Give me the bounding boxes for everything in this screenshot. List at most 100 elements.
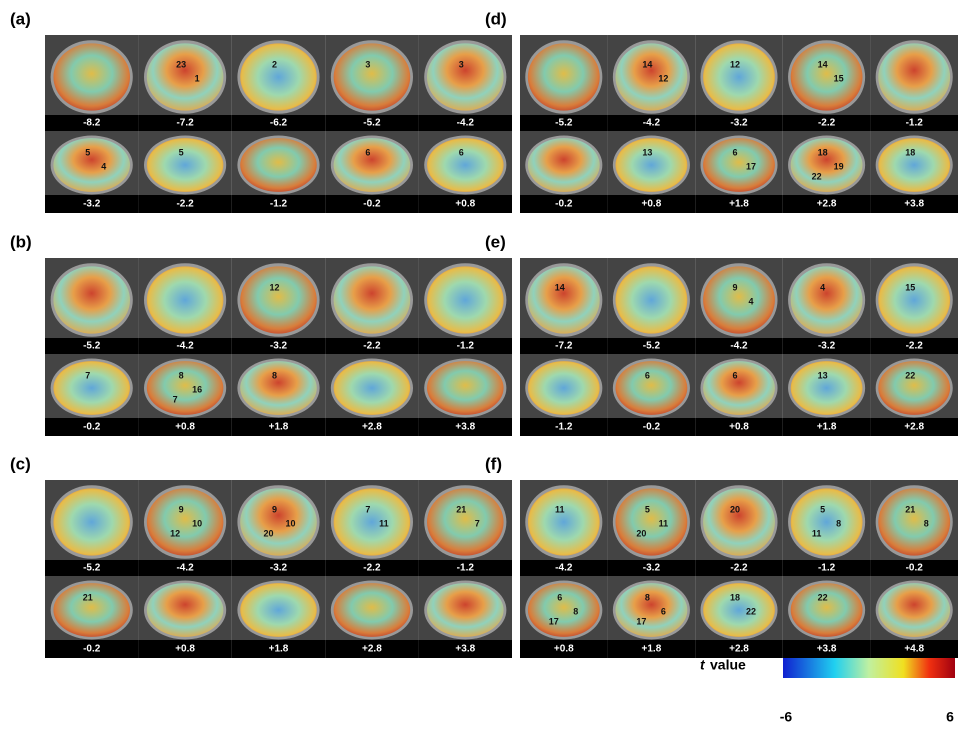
- colorbar-max: 6: [946, 709, 954, 725]
- region-number: 19: [834, 161, 844, 171]
- region-number: 17: [636, 616, 646, 626]
- slice-label: -3.2: [270, 341, 288, 352]
- activation-map: [427, 43, 504, 111]
- slice-label: +3.8: [455, 422, 475, 433]
- slice-label-bg: [782, 640, 871, 658]
- activation-map: [427, 266, 504, 334]
- activation-map: [878, 266, 951, 334]
- activation-map: [790, 266, 863, 334]
- slice-label: +0.8: [554, 644, 574, 655]
- slice-label: -6.2: [270, 118, 288, 129]
- slice-label-bg: [231, 640, 326, 658]
- slice-label: -3.2: [270, 563, 288, 574]
- slice-label-bg: [695, 195, 783, 213]
- slice-label-bg: [870, 195, 958, 213]
- slice-label-bg: [325, 560, 419, 576]
- slice-label: -4.2: [643, 118, 661, 129]
- region-number: 7: [365, 504, 370, 514]
- slice-label-bg: [870, 640, 958, 658]
- panel-label: (d): [485, 9, 507, 28]
- activation-map: [333, 583, 411, 637]
- region-number: 8: [272, 370, 277, 380]
- slice-label-bg: [520, 338, 608, 354]
- region-number: 11: [555, 504, 565, 514]
- panel-label: (a): [10, 9, 31, 28]
- activation-map: [240, 138, 317, 192]
- slice-label: -3.2: [730, 118, 748, 129]
- activation-map: [703, 43, 775, 111]
- slice-label: -1.2: [906, 118, 924, 129]
- slice-label-bg: [325, 115, 419, 131]
- activation-map: [333, 138, 411, 192]
- region-number: 11: [659, 518, 669, 528]
- region-number: 20: [263, 528, 273, 538]
- activation-map: [333, 43, 411, 111]
- activation-map: [146, 43, 224, 111]
- slice-label: +1.8: [817, 422, 837, 433]
- activation-map: [53, 266, 130, 334]
- slice-label: -0.2: [83, 644, 101, 655]
- region-number: 5: [85, 147, 90, 157]
- slice-label: -2.2: [906, 341, 924, 352]
- region-number: 22: [746, 606, 756, 616]
- activation-map: [146, 583, 224, 637]
- slice-label-bg: [45, 418, 139, 436]
- region-number: 15: [905, 282, 915, 292]
- activation-map: [878, 583, 951, 637]
- panel-label: (b): [10, 232, 32, 251]
- region-number: 8: [836, 518, 841, 528]
- slice-label: -7.2: [176, 118, 194, 129]
- activation-map: [240, 43, 317, 111]
- slice-label-bg: [231, 418, 326, 436]
- slice-label-bg: [45, 560, 139, 576]
- region-number: 8: [179, 370, 184, 380]
- activation-map: [427, 583, 504, 637]
- region-number: 20: [636, 528, 646, 538]
- slice-label-bg: [45, 338, 139, 354]
- slice-label: -4.2: [176, 341, 194, 352]
- region-number: 13: [818, 370, 828, 380]
- slice-label: +0.8: [175, 644, 195, 655]
- slice-label-bg: [418, 338, 512, 354]
- region-number: 9: [179, 504, 184, 514]
- region-number: 14: [555, 282, 565, 292]
- region-number: 13: [642, 147, 652, 157]
- slice-label-bg: [325, 418, 419, 436]
- panel-label: (f): [485, 454, 502, 473]
- panel-label: (c): [10, 454, 31, 473]
- slice-label-bg: [231, 338, 326, 354]
- activation-map: [615, 488, 688, 556]
- slice-label: -3.2: [643, 563, 661, 574]
- slice-label: -5.2: [643, 341, 661, 352]
- colorbar-label: value: [710, 657, 746, 673]
- activation-map: [878, 361, 951, 415]
- slice-label-bg: [231, 115, 326, 131]
- region-number: 22: [818, 592, 828, 602]
- slice-label-bg: [782, 338, 871, 354]
- slice-label-bg: [45, 640, 139, 658]
- activation-map: [878, 43, 951, 111]
- slice-label: +2.8: [729, 644, 749, 655]
- slice-label-bg: [520, 560, 608, 576]
- slice-label: -2.2: [818, 118, 836, 129]
- slice-label: -1.2: [457, 341, 475, 352]
- activation-map: [878, 138, 951, 192]
- activation-map: [615, 43, 688, 111]
- activation-map: [790, 43, 863, 111]
- slice-label: +0.8: [175, 422, 195, 433]
- region-number: 6: [661, 606, 666, 616]
- region-number: 17: [746, 161, 756, 171]
- region-number: 6: [645, 370, 650, 380]
- slice-label-bg: [418, 115, 512, 131]
- slice-label-bg: [782, 560, 871, 576]
- activation-map: [527, 361, 600, 415]
- activation-map: [53, 138, 130, 192]
- slice-label-bg: [782, 418, 871, 436]
- region-number: 18: [905, 147, 915, 157]
- slice-label-bg: [520, 418, 608, 436]
- region-number: 9: [272, 504, 277, 514]
- slice-label: +0.8: [729, 422, 749, 433]
- activation-map: [146, 361, 224, 415]
- slice-label: -2.2: [730, 563, 748, 574]
